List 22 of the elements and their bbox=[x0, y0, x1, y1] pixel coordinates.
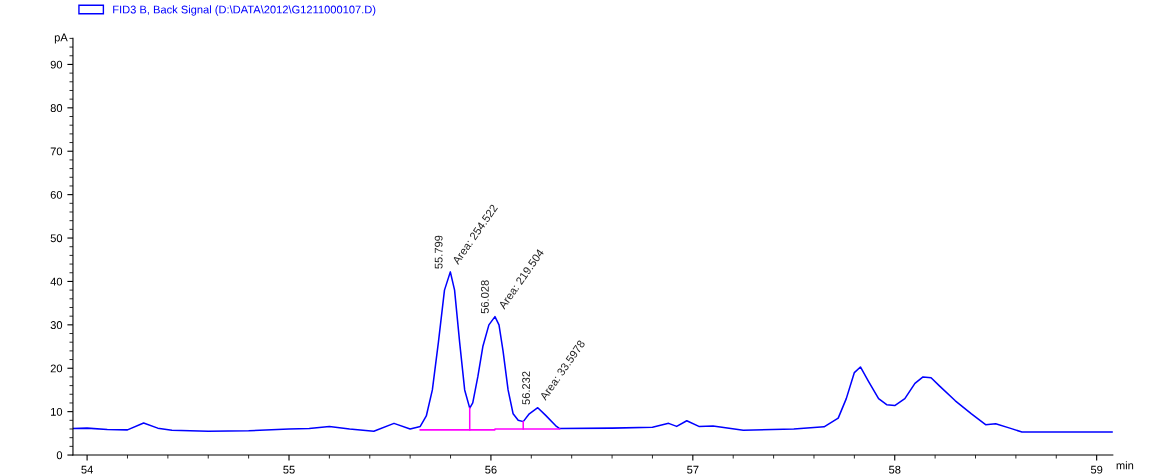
y-axis-title: pA bbox=[54, 33, 68, 44]
annotation: 56.028 bbox=[480, 280, 489, 314]
x-tick-label: 55 bbox=[283, 465, 295, 474]
y-tick-label: 70 bbox=[50, 147, 63, 156]
y-tick-label: 0 bbox=[56, 451, 63, 460]
x-axis-title: min bbox=[1116, 461, 1134, 470]
annotation: 55.799 bbox=[434, 235, 443, 269]
x-tick-label: 59 bbox=[1090, 465, 1103, 474]
y-tick-label: 30 bbox=[50, 321, 63, 329]
y-tick-label: 40 bbox=[50, 277, 63, 286]
y-tick-label: 80 bbox=[50, 104, 63, 112]
y-tick-label: 90 bbox=[50, 60, 63, 69]
legend-label: FID3 B, Back Signal (D:\DATA\2012\G1211000107.D) bbox=[113, 5, 376, 16]
y-tick-label: 20 bbox=[50, 364, 63, 373]
y-tick-label: 60 bbox=[50, 190, 63, 199]
x-tick-label: 57 bbox=[687, 465, 699, 474]
annotation: 56.232 bbox=[522, 371, 531, 405]
y-tick-label: 50 bbox=[50, 234, 63, 243]
x-tick-label: 54 bbox=[81, 465, 93, 474]
x-tick-label: 56 bbox=[485, 465, 497, 474]
y-tick-label: 10 bbox=[51, 407, 63, 416]
x-tick-label: 58 bbox=[889, 465, 901, 474]
